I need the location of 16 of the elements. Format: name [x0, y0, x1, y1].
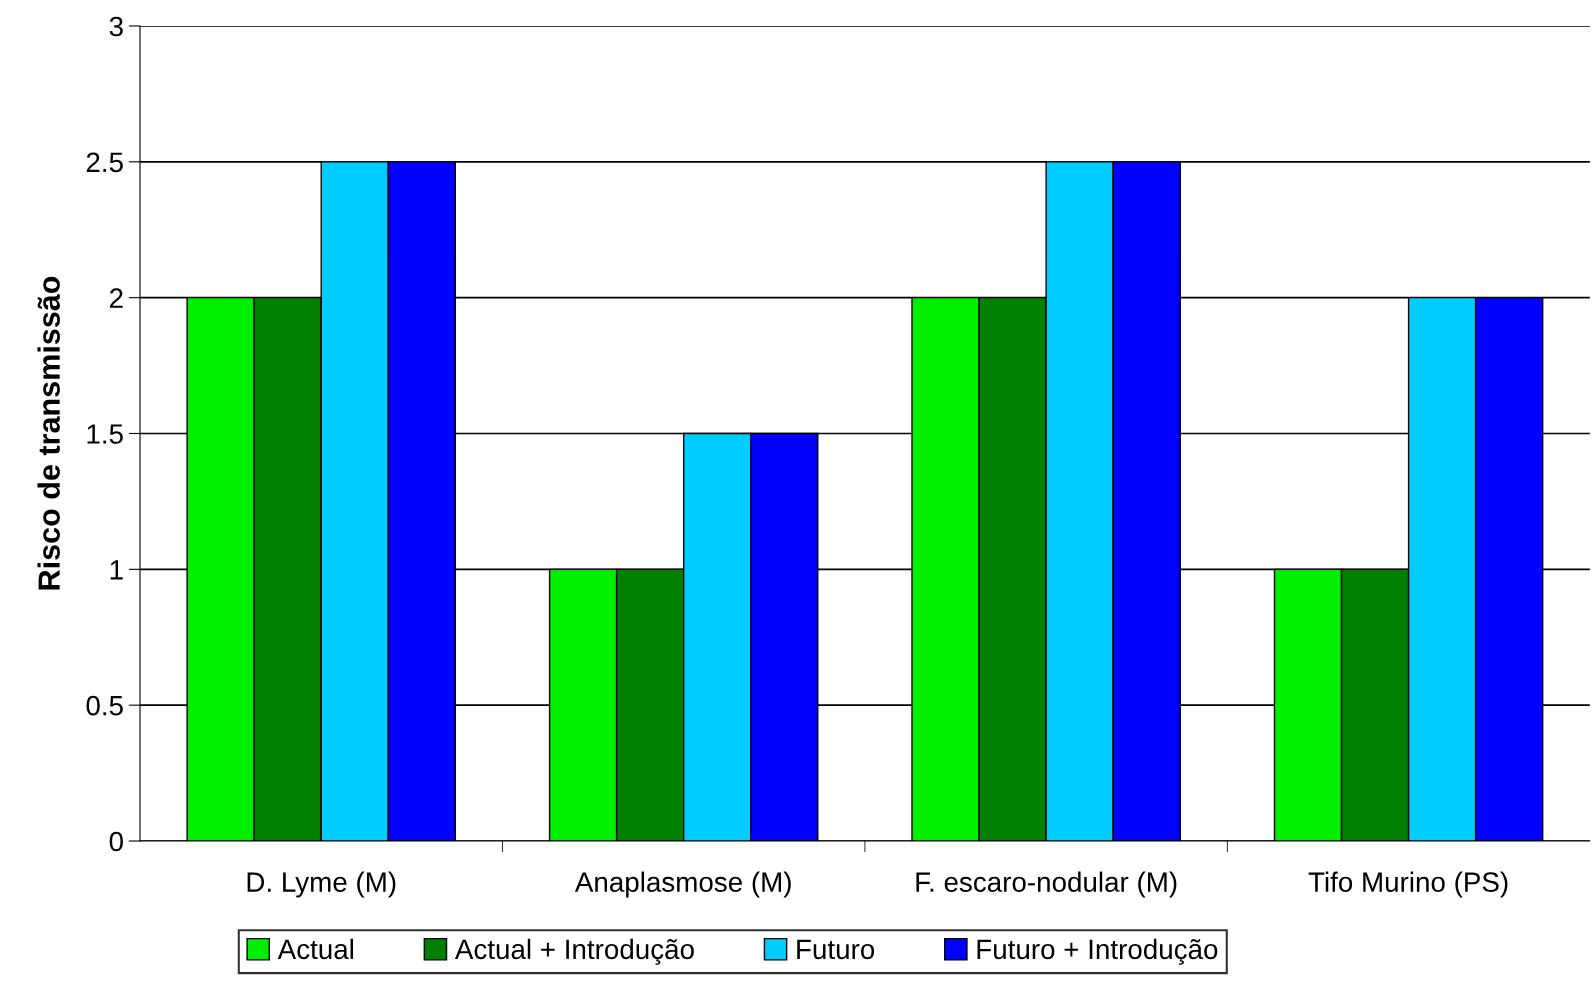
x-tick-label: Anaplasmose (M): [574, 871, 791, 898]
legend-label: Actual: [277, 938, 354, 960]
y-tick-label: 0: [109, 831, 123, 852]
y-tick-label: 3: [109, 16, 123, 37]
legend-label: Futuro: [797, 939, 875, 960]
y-axis-title: Risco de transmissão: [37, 276, 60, 590]
y-tick-label: 1.5: [87, 424, 123, 444]
x-tick-label: D. Lyme (M): [247, 871, 396, 898]
legend-label: Actual + Introdução: [454, 938, 694, 965]
legend-label: Futuro + Introdução: [977, 938, 1218, 965]
y-tick-label: 2.5: [86, 152, 123, 173]
y-tick-label: 0.5: [86, 695, 123, 716]
x-tick-label: Tifo Murino (PS): [1308, 871, 1508, 898]
y-tick-label: 1: [110, 560, 123, 580]
x-tick-label: F. escaro-nodular (M): [916, 871, 1177, 898]
y-tick-label: 2: [109, 288, 123, 308]
